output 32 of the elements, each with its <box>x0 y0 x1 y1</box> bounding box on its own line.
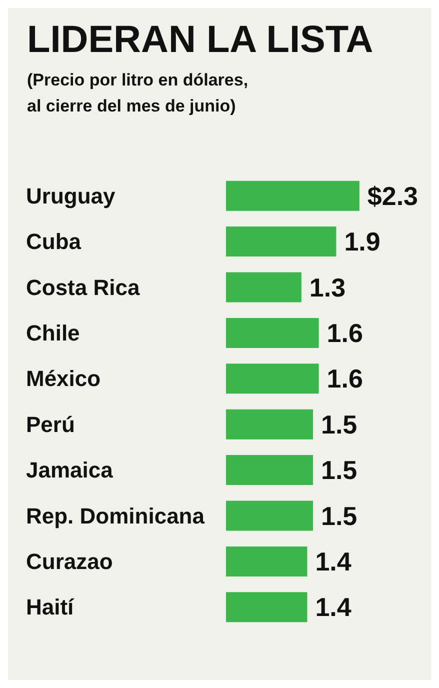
chart-subtitle: (Precio por litro en dólares, al cierre del mes de junio) <box>27 70 248 116</box>
y-tick-label: Haití <box>26 594 75 620</box>
y-tick-label: Perú <box>26 412 75 437</box>
y-tick-label: México <box>26 366 101 392</box>
bar <box>226 455 313 486</box>
data-label: 1.9 <box>344 226 380 257</box>
bar <box>226 318 319 348</box>
data-label: 1.6 <box>326 318 363 348</box>
data-label: 1.5 <box>321 455 358 486</box>
bar <box>226 226 336 257</box>
y-tick-label: Rep. Dominicana <box>26 503 206 528</box>
data-label: 1.5 <box>321 409 358 440</box>
y-tick-label: Costa Rica <box>26 274 140 300</box>
y-tick-label: Chile <box>26 320 80 346</box>
bar <box>226 592 308 622</box>
y-tick-label: Jamaica <box>26 458 114 483</box>
chart-title: LIDERAN LA LISTA <box>27 19 374 61</box>
data-label: 1.4 <box>315 546 352 576</box>
bar <box>226 180 360 211</box>
data-label: $2.3 <box>367 180 418 211</box>
data-label: 1.5 <box>321 500 358 531</box>
y-tick-label: Uruguay <box>26 183 116 208</box>
bar <box>226 409 313 440</box>
bar <box>226 364 319 394</box>
bar <box>226 546 308 576</box>
data-label: 1.4 <box>315 592 352 622</box>
bar <box>226 500 313 531</box>
data-label: 1.3 <box>309 272 346 302</box>
data-label: 1.6 <box>326 364 363 394</box>
y-tick-label: Curazao <box>26 548 113 574</box>
y-tick-label: Cuba <box>26 229 82 254</box>
bar <box>226 272 302 302</box>
